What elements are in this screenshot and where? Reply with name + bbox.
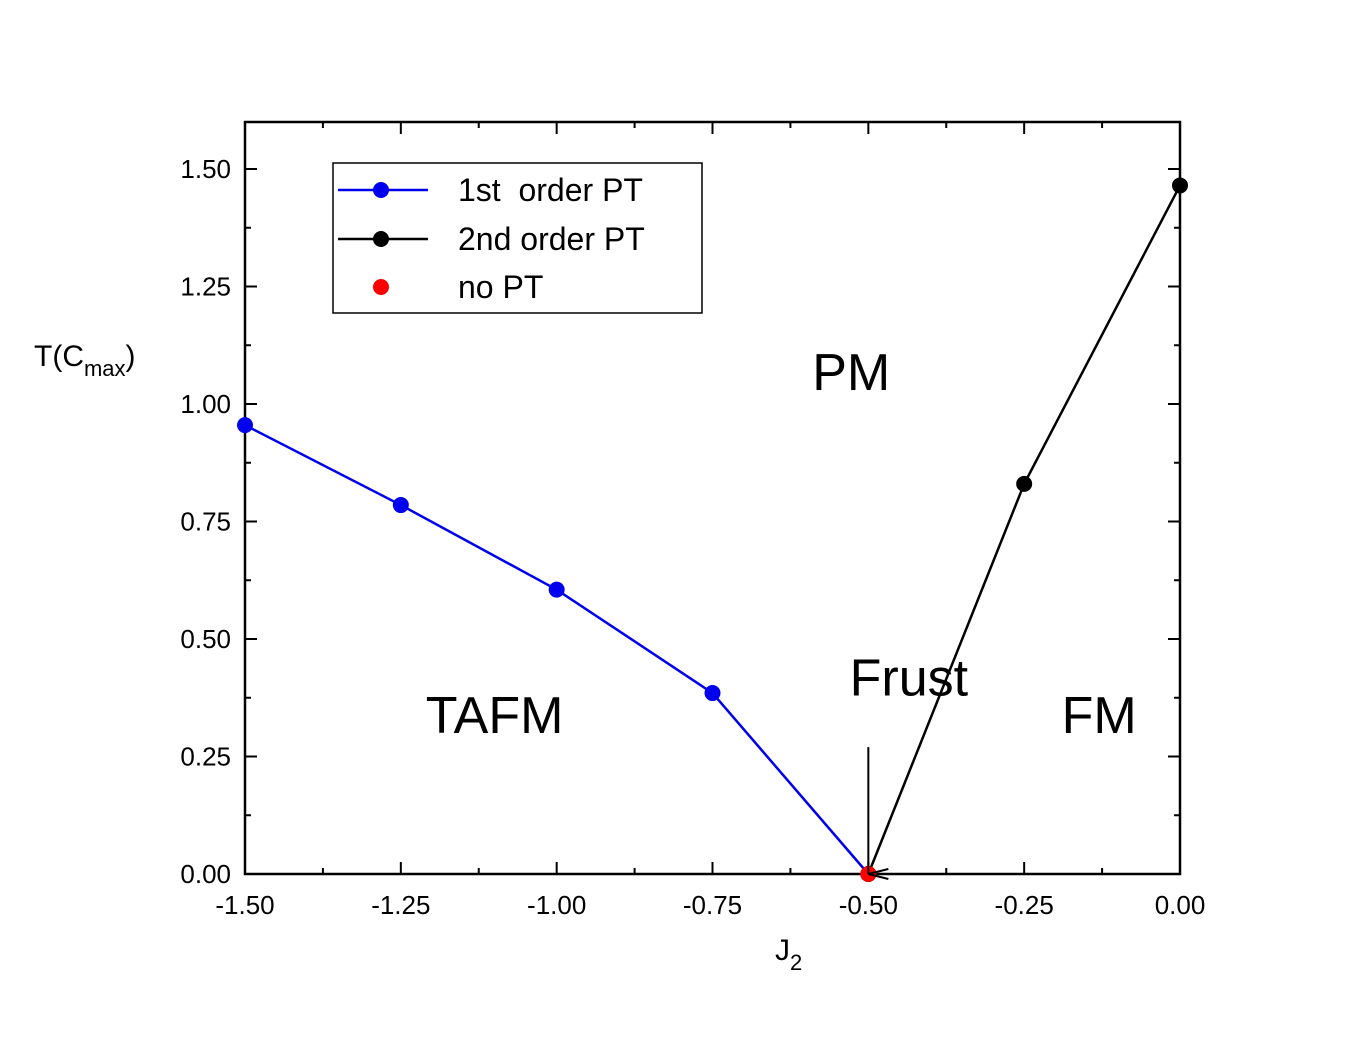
region-label-tafm: TAFM [426,687,564,745]
legend-label-series-2: 2nd order PT [458,221,645,257]
legend-label-series-3: no PT [458,269,543,305]
x-tick-label: 0.00 [1155,890,1206,920]
data-point-series-1 [237,417,253,433]
x-axis-title: J2 [775,934,802,975]
x-tick-label: -1.50 [215,890,274,920]
legend-marker-series-1 [373,182,389,198]
y-axis-tick-labels: 0.00 0.25 0.50 0.75 1.00 1.25 1.50 [180,154,231,889]
region-labels: PM TAFM Frust FM [426,344,1137,745]
y-tick-label: 1.25 [180,272,231,302]
y-tick-label: 0.50 [180,624,231,654]
data-point-series-1 [393,497,409,513]
y-tick-label: 1.00 [180,389,231,419]
legend: 1st order PT 2nd order PT no PT [333,163,702,313]
y-tick-label: 0.75 [180,507,231,537]
y-tick-label: 0.00 [180,859,231,889]
x-tick-label: -1.25 [371,890,430,920]
y-tick-label: 0.25 [180,742,231,772]
y-tick-label: 1.50 [180,154,231,184]
legend-label-series-1: 1st order PT [458,172,643,208]
data-point-series-1 [549,582,565,598]
region-label-pm: PM [812,344,890,402]
x-tick-label: -0.50 [839,890,898,920]
x-tick-label: -0.75 [683,890,742,920]
region-label-frust: Frust [850,649,969,707]
series-line-1 [245,425,868,874]
x-tick-label: -1.00 [527,890,586,920]
y-axis-title: T(Cmax) [34,340,136,381]
legend-marker-series-2 [373,231,389,247]
series-line-2 [868,185,1180,874]
x-axis-tick-labels: -1.50 -1.25 -1.00 -0.75 -0.50 -0.25 0.00 [215,890,1205,920]
region-label-fm: FM [1062,687,1137,745]
x-tick-label: -0.25 [995,890,1054,920]
legend-marker-series-3 [373,279,389,295]
data-point-series-1 [705,685,721,701]
data-point-series-2 [1172,177,1188,193]
data-point-series-2 [1016,476,1032,492]
